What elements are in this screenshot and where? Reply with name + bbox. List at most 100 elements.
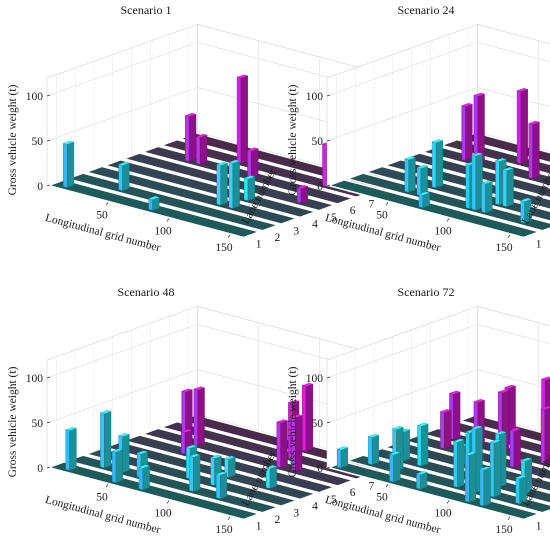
bar-side-face <box>423 193 430 208</box>
lane-tick-label: 1 <box>536 521 542 533</box>
lane-tick-label: 6 <box>350 205 356 217</box>
lane-tick-label: 2 <box>275 514 281 526</box>
bar-front-face <box>119 164 123 190</box>
bar-lane-2-x-120 <box>216 472 227 499</box>
bar-lane-2-x-40 <box>119 162 130 191</box>
bar-lane-2-x-98 <box>189 454 200 492</box>
bar-lane-5-x-85 <box>510 428 521 468</box>
bar-side-face <box>453 392 460 439</box>
bar-front-face <box>417 474 421 489</box>
bar-side-face <box>67 142 74 188</box>
bar-side-face <box>394 453 401 482</box>
bar-side-face <box>70 428 77 470</box>
bar-front-face <box>517 91 521 164</box>
bar-lane-2-x-115 <box>490 440 501 498</box>
lane-tick-label: 1 <box>256 239 262 251</box>
x-tick-mark <box>447 219 449 222</box>
lane-tick-label: 7 <box>369 480 375 492</box>
bar-front-face <box>482 183 486 213</box>
bar-lane-3-x-40 <box>418 423 429 466</box>
bar-front-face <box>454 441 458 487</box>
bar-side-face <box>193 455 200 492</box>
bar-front-face <box>417 168 421 196</box>
z-tick-label: 100 <box>306 373 324 385</box>
bar-front-face <box>368 437 372 465</box>
bar-front-face <box>211 457 215 485</box>
bar-side-face <box>229 457 236 477</box>
bar-lane-2-x-108 <box>482 181 493 213</box>
bar-front-face <box>405 159 409 192</box>
lane-tick-label: 4 <box>312 501 318 513</box>
lane-tick-label: 4 <box>312 219 318 231</box>
x-tick-mark <box>106 484 108 487</box>
bar-side-face <box>220 473 227 499</box>
bar-front-face <box>323 144 327 186</box>
bar-front-face <box>472 155 476 210</box>
bar-front-face <box>112 451 116 483</box>
x-tick-mark <box>447 501 449 504</box>
bar-side-face <box>198 388 205 446</box>
bar-front-face <box>244 178 248 201</box>
lane-tick-label: 1 <box>256 521 262 533</box>
bar-lane-3-x-105 <box>217 162 228 205</box>
bar-side-face <box>421 166 428 196</box>
z-tick-label: 100 <box>306 91 324 103</box>
bar-side-face <box>116 450 123 483</box>
bar-front-face <box>516 478 520 504</box>
bar-front-face <box>462 106 466 161</box>
z-tick-label: 50 <box>312 136 324 148</box>
z-tick-label: 0 <box>317 181 323 193</box>
z-tick-label: 100 <box>26 91 44 103</box>
bar-front-face <box>248 150 252 178</box>
x-tick-mark <box>228 517 230 520</box>
x-tick-label: 50 <box>96 491 108 503</box>
bar-front-face <box>237 77 241 164</box>
bar-side-face <box>521 89 528 163</box>
bar-lane-3-x-110 <box>503 167 514 206</box>
bar-front-face <box>337 449 341 468</box>
bar-front-face <box>390 454 394 482</box>
bar-side-face <box>233 161 240 209</box>
bar-side-face <box>341 448 348 468</box>
bar-front-face <box>217 165 221 206</box>
bar-lane-1-x-110 <box>465 452 476 502</box>
bar-side-face <box>494 441 501 498</box>
y-axis-label: Gross vehicle weight (t) <box>287 366 299 477</box>
chart-title: Scenario 72 <box>398 285 455 299</box>
bar-side-face <box>436 141 443 188</box>
bar-side-face <box>403 430 410 461</box>
bar-lane-6-x-84 <box>248 148 259 179</box>
bar-side-face <box>372 435 379 465</box>
chart-title: Scenario 1 <box>121 3 172 17</box>
bar-front-face <box>100 413 104 468</box>
x-tick-label: 100 <box>154 508 172 520</box>
y-axis-label: Gross vehicle weight (t) <box>7 84 19 195</box>
bar-lane-6-x-30 <box>462 103 473 160</box>
bar-side-face <box>444 410 451 448</box>
x-tick-label: 100 <box>154 226 172 238</box>
bar-side-face <box>143 466 150 490</box>
bar-lane-6-x-42 <box>196 134 207 164</box>
bar-lane-1-x-122 <box>480 467 491 506</box>
chart-title: Scenario 24 <box>398 3 455 17</box>
x-tick-mark <box>167 219 169 222</box>
bar-side-face <box>221 163 228 205</box>
bar-lane-6-x-33 <box>185 113 196 162</box>
z-tick-label: 100 <box>26 373 44 385</box>
bar-front-face <box>277 422 281 468</box>
bar-front-face <box>496 161 500 205</box>
bar-side-face <box>301 186 308 203</box>
bar-front-face <box>510 430 514 467</box>
bar-lane-1-x-50 <box>112 449 123 483</box>
bar-lane-2-x-25 <box>100 410 111 468</box>
bar-lane-1-x-5 <box>337 447 348 469</box>
z-tick-label: 50 <box>32 418 44 430</box>
bar-front-face <box>189 456 193 491</box>
bar-side-face <box>484 468 491 506</box>
bar-side-face <box>469 453 476 502</box>
z-tick-label: 50 <box>32 136 44 148</box>
bar-lane-1-x-80 <box>149 196 160 210</box>
bar-side-face <box>123 163 130 191</box>
bar-front-face <box>432 142 436 188</box>
lane-tick-label: 2 <box>275 232 281 244</box>
